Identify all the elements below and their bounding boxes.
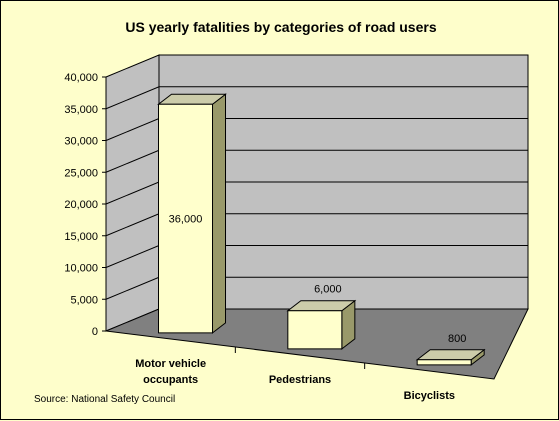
y-tick-label: 20,000 (64, 199, 98, 211)
x-tick-label: Motor vehicle occupants (135, 358, 206, 386)
bar-side (212, 93, 227, 334)
x-tick-labels: Motor vehicle occupants Pedestrians Bicycli… (135, 358, 455, 402)
data-label: 36,000 (169, 214, 203, 226)
y-tick-label: 0 (92, 326, 98, 338)
source-note: Source: National Safety Council (34, 394, 175, 405)
y-tick-label: 30,000 (64, 136, 98, 148)
x-tick-label-line: occupants (143, 374, 198, 386)
chart-title: US yearly fatalities by categories of ro… (125, 19, 436, 35)
y-tick-label: 5,000 (70, 294, 98, 306)
data-labels: 36,000 6,000 800 (169, 214, 467, 345)
y-tick-labels: 0 5,000 10,000 15,000 20,000 25,000 30,000 35,0… (64, 72, 106, 338)
y-tick-label: 15,000 (64, 231, 98, 243)
data-label: 800 (448, 333, 466, 345)
y-tick-label: 40,000 (64, 72, 98, 84)
x-tick-label: Pedestrians (269, 374, 331, 386)
x-tick-label-line: Motor vehicle (135, 358, 206, 370)
bar-front (287, 310, 343, 350)
bar-front (158, 103, 214, 334)
gridline (105, 86, 528, 110)
x-tick-label-line: Bicyclists (404, 390, 455, 402)
bar-1 (286, 299, 357, 350)
y-tick-label: 10,000 (64, 263, 98, 275)
x-tick-marks (234, 347, 366, 369)
x-tick-label-line: Pedestrians (269, 374, 331, 386)
bar-0 (157, 93, 227, 334)
y-tick-label: 25,000 (64, 167, 98, 179)
x-tick-label: Bicyclists (404, 390, 455, 402)
bar-front (416, 359, 472, 366)
bar-2 (415, 348, 486, 366)
bars (157, 93, 486, 366)
y-tick-label: 35,000 (64, 104, 98, 116)
data-label: 6,000 (314, 284, 342, 296)
